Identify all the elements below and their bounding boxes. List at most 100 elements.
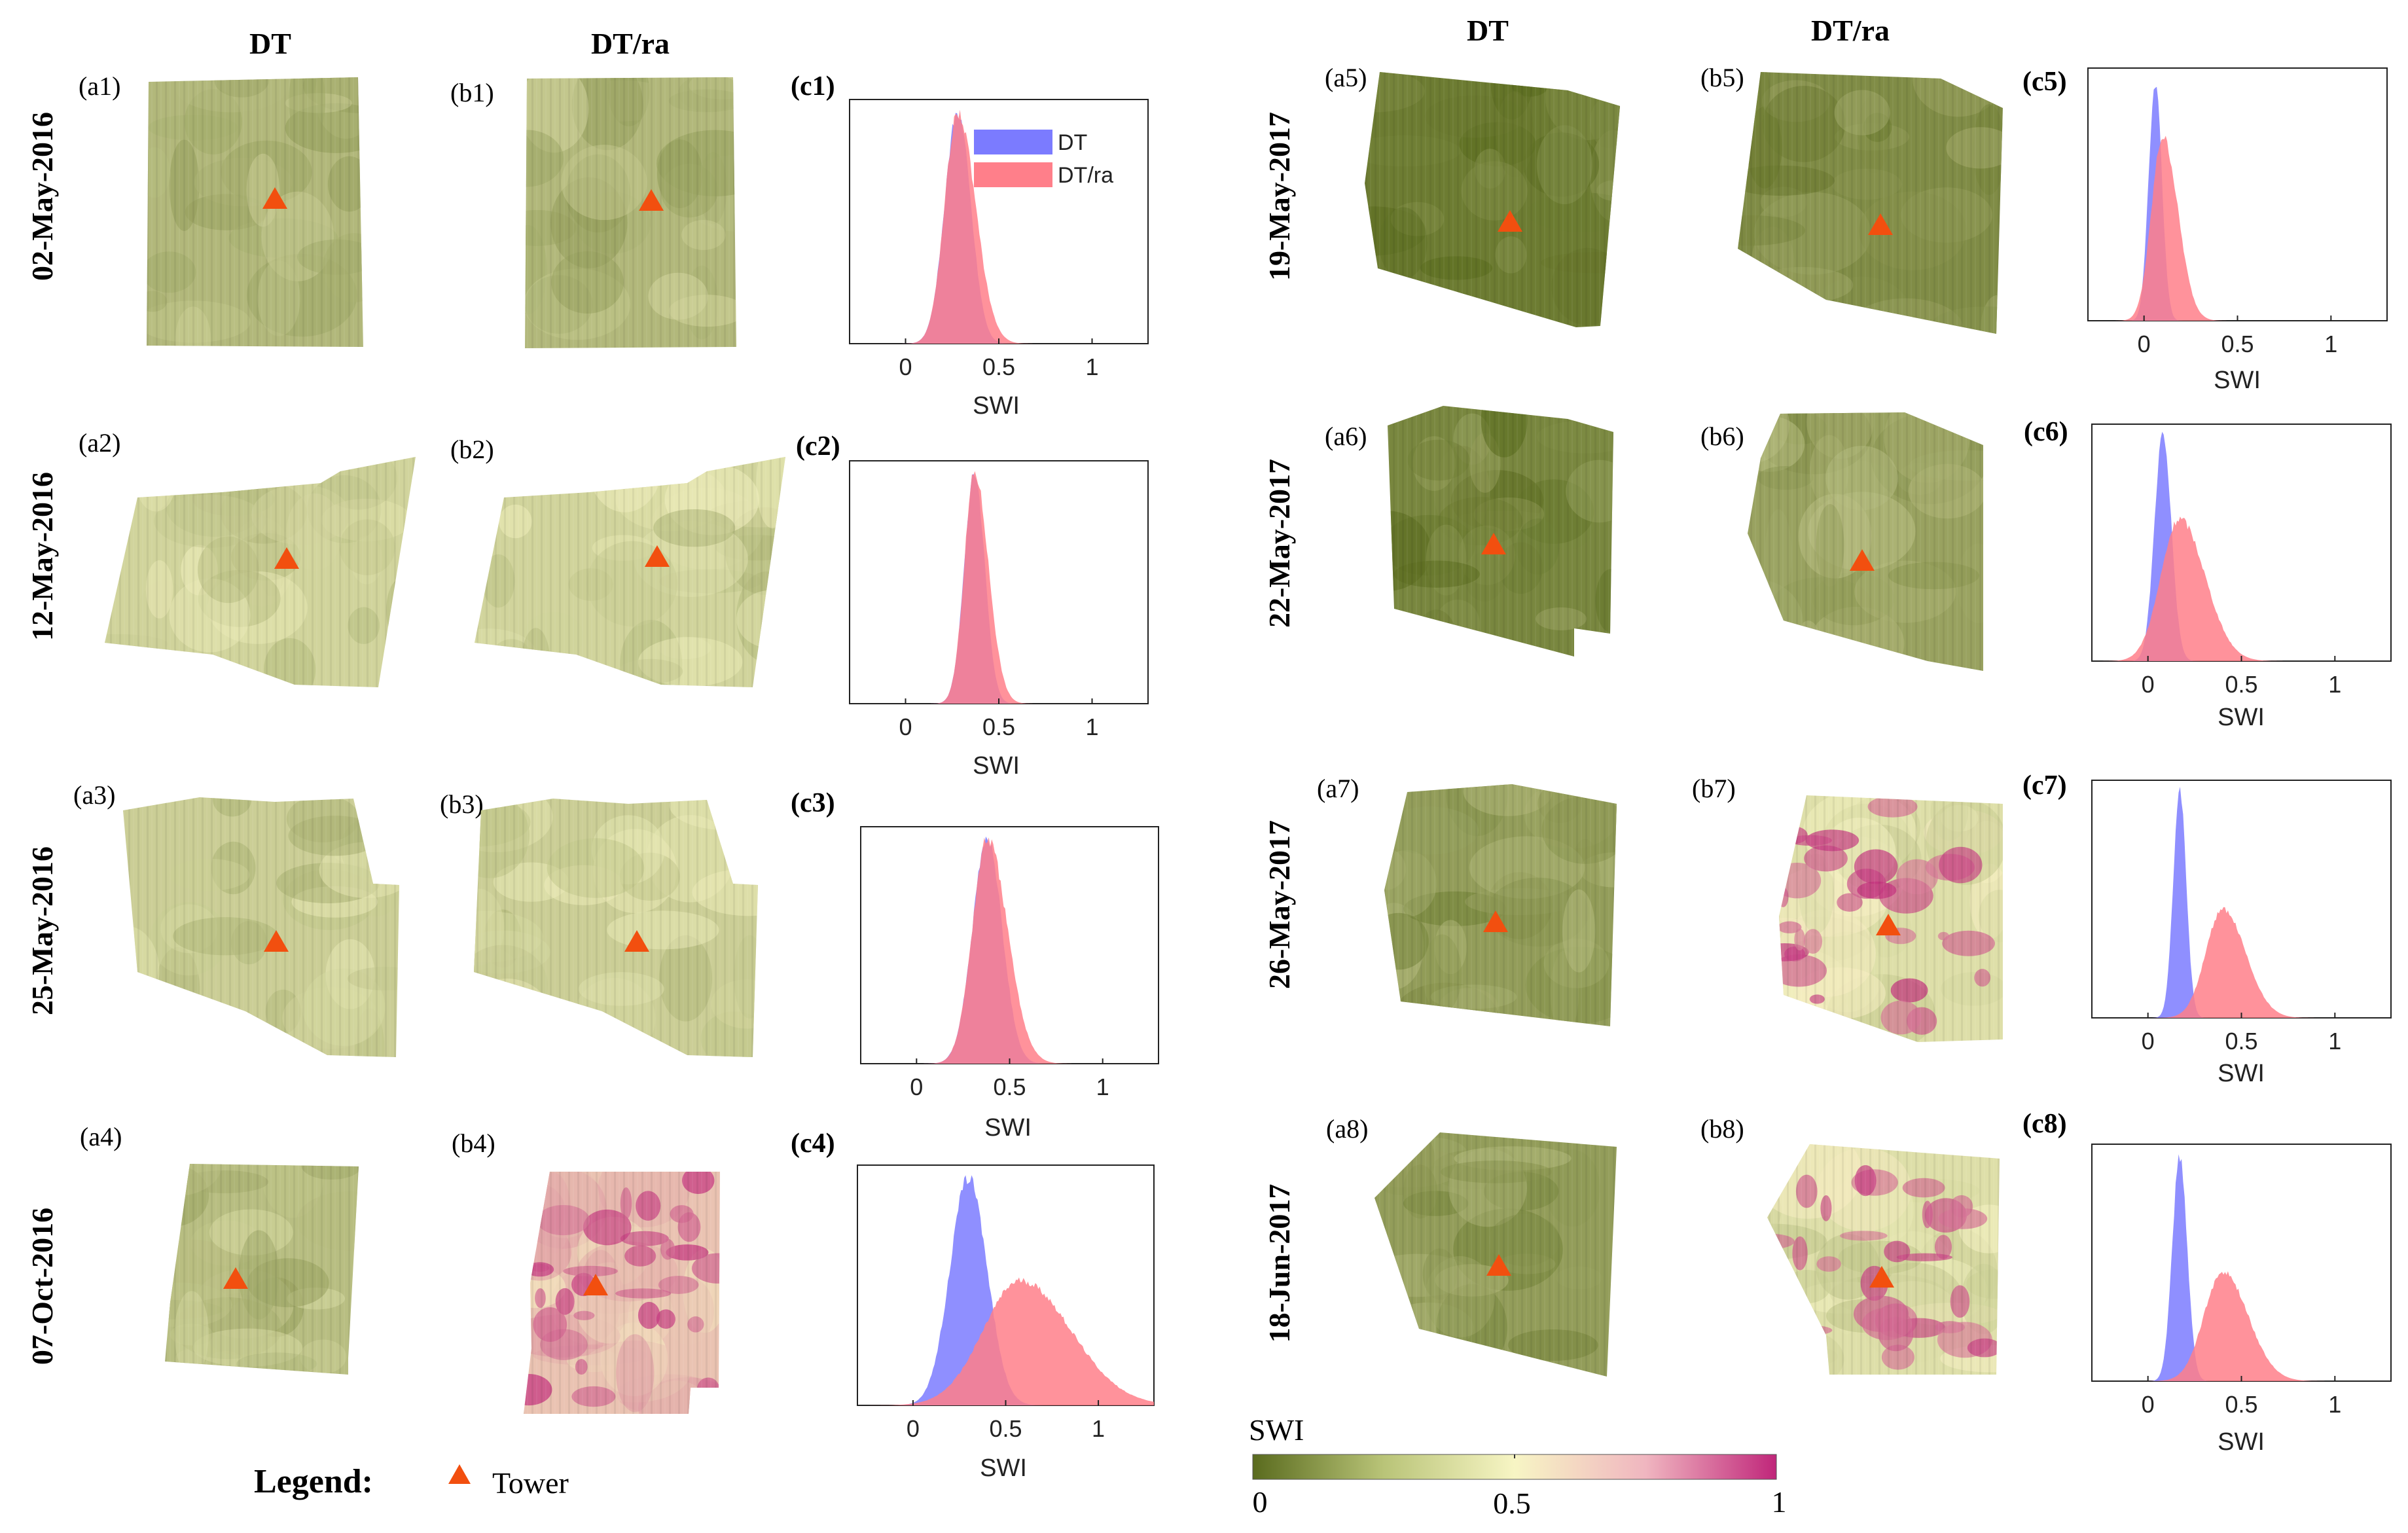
c5-series-dt-ra <box>2088 135 2387 321</box>
legend-title: Legend: <box>254 1463 373 1500</box>
panel-label-c: (c8) <box>2022 1109 2067 1139</box>
row-label-layer: 02-May-2016 12-May-2016 25-May-2016 07-Oct-… <box>26 112 1296 1365</box>
row-date-label: 07-Oct-2016 <box>26 1208 59 1365</box>
col-header-dt-left: DT <box>249 27 291 60</box>
col-header-dtra-left: DT/ra <box>591 27 670 60</box>
tower-marker-icon <box>264 930 289 952</box>
row-date-label: 25-May-2016 <box>26 846 59 1015</box>
c1-legend-swatch <box>974 130 1052 154</box>
histogram-4: 0 0.5 1 SWI <box>857 1164 1155 1482</box>
row-date-label: 22-May-2017 <box>1263 459 1296 628</box>
c4-xlabel: SWI <box>980 1454 1027 1482</box>
c8-xlabel: SWI <box>2218 1428 2265 1456</box>
c7-xtick-label: 1 <box>2328 1028 2341 1055</box>
panel-label-b: (b2) <box>450 435 494 464</box>
c2-xtick-label: 1 <box>1085 713 1098 740</box>
histogram-2: 0 0.5 1 SWI <box>849 460 1149 780</box>
c1-xtick-label: 0.5 <box>982 353 1015 380</box>
colorbar-tick-0: 0 <box>1253 1485 1268 1519</box>
tower-marker-icon <box>262 187 287 209</box>
histogram-8: 0 0.5 1 SWI <box>2091 1144 2392 1456</box>
panel-label-a: (a3) <box>73 780 115 810</box>
panel-label-b: (b6) <box>1700 422 1744 451</box>
c3-xtick-label: 0 <box>910 1073 923 1100</box>
row-date-label: 12-May-2016 <box>26 472 59 641</box>
panel-label-b: (b1) <box>450 78 494 107</box>
c3-series-dt-ra <box>861 837 1159 1064</box>
tower-marker-icon <box>1868 213 1893 235</box>
colorbar-tick-1: 1 <box>1772 1485 1787 1519</box>
tower-marker-icon <box>624 930 649 952</box>
c5-plot-frame <box>2087 67 2388 321</box>
tower-marker-icon <box>645 545 670 567</box>
colorbar-gradient <box>1252 1454 1777 1480</box>
a5-patch <box>1365 276 1430 327</box>
c6-xtick-label: 0.5 <box>2225 671 2257 698</box>
histogram-3: 0 0.5 1 SWI <box>860 826 1159 1142</box>
panel-label-a: (a7) <box>1317 774 1359 803</box>
c3-xlabel: SWI <box>984 1114 1032 1142</box>
c7-xtick-label: 0.5 <box>2225 1028 2257 1055</box>
c4-xtick-label: 0.5 <box>989 1415 1022 1442</box>
tower-marker-icon <box>639 189 664 211</box>
a8-patch <box>1438 1337 1478 1375</box>
c6-xtick-label: 1 <box>2328 671 2341 698</box>
panel-label-c: (c6) <box>2024 417 2068 447</box>
c8-xtick-label: 0.5 <box>2225 1391 2257 1418</box>
histogram-7: 0 0.5 1 SWI <box>2091 780 2392 1087</box>
col-header-dtra-right: DT/ra <box>1811 14 1890 47</box>
c2-xtick-label: 0.5 <box>982 713 1015 740</box>
c6-xtick-label: 0 <box>2142 671 2155 698</box>
histogram-5: 0 0.5 1 SWI <box>2087 67 2388 394</box>
c5-xtick-label: 0.5 <box>2221 331 2254 357</box>
tower-marker-icon <box>583 1274 608 1295</box>
c4-xtick-label: 1 <box>1092 1415 1105 1442</box>
panel-label-c: (c1) <box>791 71 835 101</box>
a5-patch <box>1365 285 1433 327</box>
panel-label-b: (b5) <box>1700 63 1744 92</box>
panel-label-c: (c3) <box>791 788 835 818</box>
b5-patch <box>1738 303 1831 334</box>
panel-label-c: (c7) <box>2022 770 2067 801</box>
c1-xlabel: SWI <box>973 392 1020 420</box>
b8-wet-patch <box>1789 1360 1803 1375</box>
c4-series-dt-ra <box>857 1277 1154 1405</box>
c8-xtick-label: 0 <box>2142 1391 2155 1418</box>
panel-label-a: (a1) <box>79 71 120 101</box>
c5-xtick-label: 1 <box>2324 331 2337 357</box>
